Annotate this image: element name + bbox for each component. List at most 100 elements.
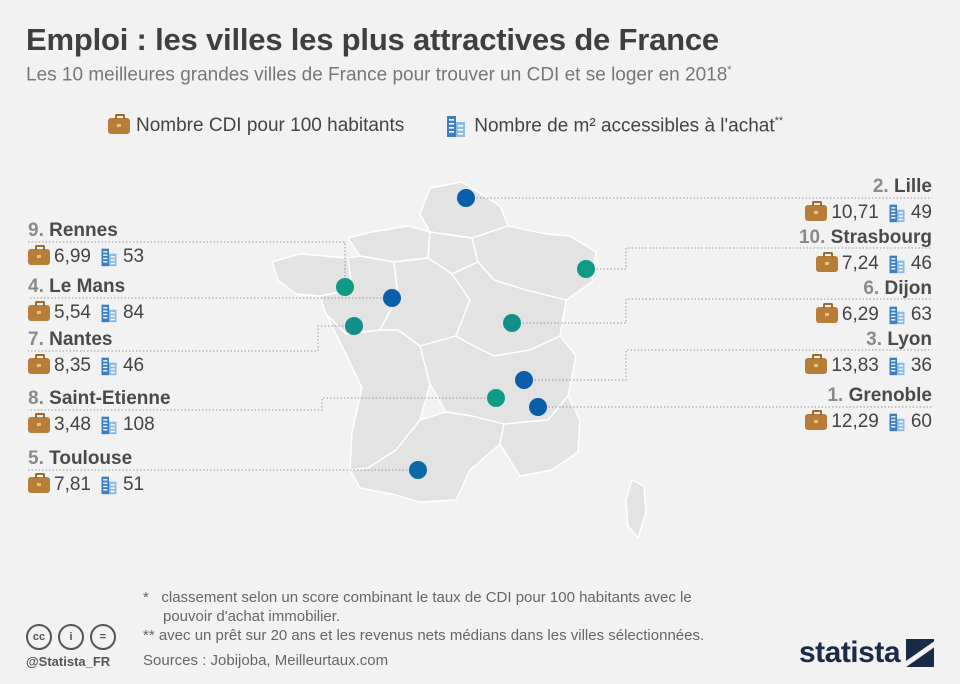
- briefcase-icon: [28, 413, 50, 433]
- cdi-value: 13,83: [831, 355, 879, 376]
- dot-lille: [457, 189, 475, 207]
- statista-logo[interactable]: statista: [799, 636, 934, 670]
- dot-lemans: [383, 289, 401, 307]
- cdi-value: 3,48: [54, 414, 91, 435]
- city-values: 8,35 46: [28, 354, 152, 377]
- city-lemans: 4. Le Mans 5,54 84: [28, 276, 152, 324]
- subtitle-text: Les 10 meilleures grandes villes de Fran…: [26, 64, 728, 86]
- city-title: 7. Nantes: [28, 329, 152, 351]
- m2-value: 60: [910, 411, 932, 432]
- leader-stetienne: [28, 397, 496, 411]
- sources: Sources : Jobijoba, Meilleurtaux.com: [143, 652, 389, 669]
- cdi-value: 10,71: [831, 202, 879, 223]
- by-icon: i: [58, 624, 84, 650]
- building-icon: [101, 304, 117, 323]
- city-values: 10,71 49: [805, 201, 932, 224]
- briefcase-icon: [108, 114, 130, 134]
- city-values: 13,83 36: [805, 354, 932, 377]
- dot-lyon: [515, 371, 533, 389]
- dot-strasbourg: [577, 260, 595, 278]
- building-icon: [889, 413, 905, 432]
- dot-dijon: [503, 314, 521, 332]
- city-title: 2. Lille: [805, 176, 932, 198]
- m2-value: 51: [122, 474, 145, 495]
- leader-lines: [28, 197, 932, 471]
- legend-cdi-label: Nombre CDI pour 100 habitants: [136, 115, 405, 136]
- city-rank: 9.: [28, 220, 44, 241]
- city-values: 5,54 84: [28, 301, 152, 324]
- m2-value: 49: [910, 202, 932, 223]
- city-name: Toulouse: [49, 448, 133, 469]
- cdi-value: 6,99: [54, 246, 91, 267]
- building-icon: [889, 306, 905, 325]
- city-title: 4. Le Mans: [28, 276, 152, 298]
- city-name: Dijon: [884, 278, 933, 299]
- city-values: 7,24 46: [799, 252, 932, 275]
- city-strasbourg: 10. Strasbourg 7,24 46: [799, 227, 932, 275]
- building-icon: [889, 204, 905, 223]
- city-nantes: 7. Nantes 8,35 46: [28, 329, 152, 377]
- map-regions: [271, 181, 647, 539]
- cdi-value: 8,35: [54, 355, 91, 376]
- building-icon: [101, 357, 117, 376]
- m2-value: 46: [910, 253, 932, 274]
- legend: Nombre CDI pour 100 habitants Nombre de …: [108, 114, 823, 138]
- cdi-value: 6,29: [841, 304, 879, 325]
- m2-value: 46: [122, 355, 145, 376]
- footnote-1: * classement selon un score combinant le…: [143, 589, 692, 606]
- license-badges: cc i =: [26, 624, 122, 650]
- city-name: Nantes: [49, 329, 113, 350]
- briefcase-icon: [815, 303, 838, 323]
- briefcase-icon: [805, 410, 828, 430]
- briefcase-icon: [805, 354, 828, 374]
- building-icon: [101, 248, 117, 267]
- m2-value: 53: [122, 246, 145, 267]
- legend-m2-text: Nombre de m² accessibles à l'achat: [474, 115, 775, 137]
- city-name: Rennes: [49, 220, 118, 241]
- city-rank: 5.: [28, 448, 44, 469]
- briefcase-icon: [815, 252, 838, 272]
- city-title: 1. Grenoble: [805, 385, 932, 407]
- city-stetienne: 8. Saint-Etienne 3,48 108: [28, 388, 171, 436]
- city-lyon: 3. Lyon 13,83 36: [805, 329, 932, 377]
- twitter-handle: @Statista_FR: [26, 654, 111, 669]
- dot-toulouse: [409, 461, 427, 479]
- city-name: Saint-Etienne: [49, 388, 171, 409]
- statista-logo-icon: [906, 639, 934, 667]
- region-paca: [499, 395, 581, 477]
- city-values: 6,99 53: [28, 245, 152, 268]
- city-rank: 10.: [798, 227, 826, 248]
- chart-title: Emploi : les villes les plus attractives…: [26, 22, 719, 57]
- m2-value: 84: [122, 302, 145, 323]
- city-rank: 1.: [827, 385, 844, 406]
- m2-value: 108: [122, 414, 155, 435]
- city-name: Lille: [893, 176, 932, 197]
- footnote-1-cont: pouvoir d'achat immobilier.: [163, 608, 341, 625]
- leader-rennes: [28, 241, 346, 287]
- brand-wordmark: statista: [798, 636, 901, 669]
- city-name: Lyon: [887, 329, 932, 350]
- cc-icon: cc: [26, 624, 52, 650]
- m2-value: 63: [910, 304, 932, 325]
- briefcase-icon: [28, 473, 50, 493]
- building-icon: [889, 357, 905, 376]
- city-rank: 7.: [28, 329, 44, 350]
- dot-stetienne: [487, 389, 505, 407]
- legend-m2-label: Nombre de m² accessibles à l'achat**: [474, 115, 783, 137]
- city-dots: [336, 189, 595, 479]
- city-values: 12,29 60: [805, 410, 932, 433]
- subtitle-footnote-mark: *: [727, 64, 732, 76]
- legend-m2: Nombre de m² accessibles à l'achat**: [444, 114, 783, 138]
- legend-cdi: Nombre CDI pour 100 habitants: [108, 114, 405, 137]
- nd-icon: =: [90, 624, 116, 650]
- briefcase-icon: [28, 301, 50, 321]
- leader-strasbourg: [586, 247, 932, 270]
- dot-grenoble: [529, 398, 547, 416]
- city-rank: 6.: [863, 278, 880, 299]
- m2-value: 36: [910, 355, 932, 376]
- city-title: 6. Dijon: [816, 278, 932, 300]
- city-rank: 2.: [872, 176, 889, 197]
- city-dijon: 6. Dijon 6,29 63: [815, 278, 932, 326]
- dot-rennes: [336, 278, 354, 296]
